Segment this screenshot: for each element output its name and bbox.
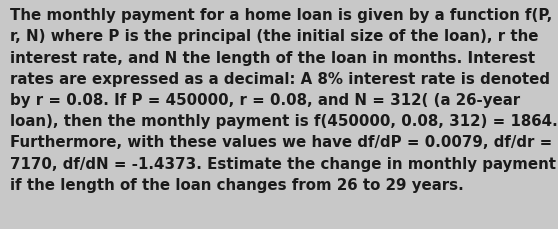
Text: The monthly payment for a home loan is given by a function f(P,
r, N) where P is: The monthly payment for a home loan is g… xyxy=(10,8,558,192)
